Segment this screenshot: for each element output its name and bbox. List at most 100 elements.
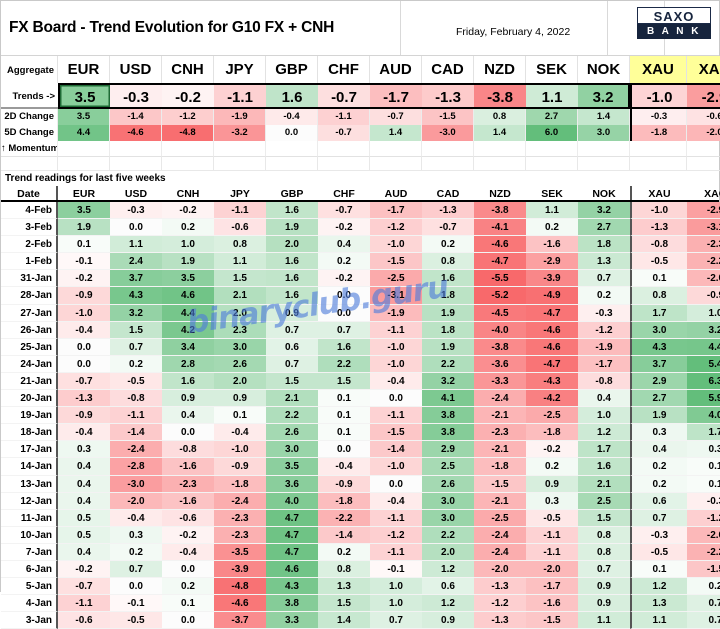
trend-cell: 0.2 [630,475,687,493]
trend-cell: 3.8 [422,424,474,442]
aggregate-cell: 2.7 [526,109,578,125]
trend-cell: 1.3 [630,595,687,613]
as-of-date: Friday, February 4, 2022 [456,26,571,38]
trend-cell: 0.6 [422,578,474,596]
trend-cell: 0.1 [630,560,687,579]
trend-cell: 3.7 [110,270,162,288]
row-date: 28-Jan [1,287,58,305]
trend-cell: 3.0 [422,492,474,510]
trend-cell: -1.3 [474,612,526,629]
trend-cell: -1.6 [162,458,214,476]
row-date: 19-Jan [1,407,58,425]
aggregate-cell: -1.9 [214,109,266,125]
trend-cell: 3.5 [266,458,318,476]
trend-cell: 0.2 [318,543,370,561]
trend-cell: 0.4 [58,543,110,561]
trend-cell: -0.5 [630,253,687,271]
trend-cell: 0.0 [370,390,422,408]
trend-cell: 1.6 [266,202,318,220]
trend-cell: -0.4 [162,543,214,561]
trend-cell: 0.2 [422,236,474,254]
trend-cell: -0.6 [162,509,214,527]
trend-cell: -1.0 [370,355,422,373]
trend-cell: 1.6 [318,338,370,356]
trend-cell: 1.9 [630,407,687,425]
trend-cell: 2.0 [266,236,318,254]
aggregate-cell: -0.7 [370,109,422,125]
momentum-cell [370,141,422,157]
row-date: 20-Jan [1,390,58,408]
trend-cell: -0.4 [214,424,266,442]
trend-cell: 0.4 [630,441,687,459]
trend-cell: -0.4 [58,424,110,442]
trend-cell: -1.6 [526,595,578,613]
trend-cell: -5.2 [474,287,526,305]
trend-cell: -1.0 [370,458,422,476]
table-row: 18-Jan -0.4 -1.4 0.0 -0.4 2.6 0.1 -1.5 3.8 -2.3 -1… [1,424,720,442]
trend-cell: 0.7 [266,355,318,373]
momentum-label: ↑ Momentum [1,141,58,157]
trend-cell: 0.1 [214,407,266,425]
trend-cell: 1.9 [162,253,214,271]
table-row: 31-Jan -0.2 3.7 3.5 1.5 1.6 -0.2 -2.5 1.6 -5.5 -3.… [1,270,720,288]
trend-cell: 0.2 [687,578,720,596]
momentum-cell [318,141,370,157]
trend-col-header-nok: NOK [592,188,616,200]
trend-cell: -2.4 [474,543,526,561]
trend-cell: 1.6 [266,270,318,288]
row-date: 6-Jan [1,560,58,579]
trend-cell: 0.8 [318,560,370,579]
trend-cell: 4.4 [687,338,720,356]
row-date: 21-Jan [1,372,58,391]
trend-cell: 1.1 [526,202,578,220]
aggregate-cell: -1.1 [214,83,266,109]
trend-cell: 5.9 [687,390,720,408]
trend-cell: -1.7 [578,355,630,373]
trend-cell: 3.2 [110,304,162,322]
trend-cell: 3.5 [162,270,214,288]
trend-cell: 3.4 [162,338,214,356]
trend-cell: 0.1 [318,390,370,408]
trend-cell: -0.7 [58,372,110,391]
trend-cell: -0.5 [110,612,162,629]
trend-cell: -0.6 [58,612,110,629]
trend-cell: 1.6 [162,372,214,391]
aggregate-cell: 3.2 [578,83,630,109]
trend-cell: 0.8 [630,287,687,305]
trend-cell: -2.3 [214,526,266,544]
trend-cell: -0.6 [214,219,266,237]
trend-cell: -0.7 [318,202,370,220]
aggregate-cell: -0.7 [318,125,370,141]
trend-cell: 1.5 [110,321,162,339]
trend-cell: -4.3 [526,372,578,391]
aggregate-col-header-cnh: CNH [162,56,214,83]
trend-cell: -1.8 [318,492,370,510]
trend-cell: -2.1 [474,441,526,459]
trend-cell: 2.9 [630,372,687,391]
trend-cell: 0.2 [110,543,162,561]
row-date: 17-Jan [1,441,58,459]
trend-cell: 0.1 [162,595,214,613]
trend-cell: 0.7 [110,560,162,579]
table-row: 27-Jan -1.0 3.2 4.4 2.0 0.9 0.0 -1.9 1.9 -4.5 -4.7… [1,304,720,322]
spacer-cell [266,157,318,171]
table-row: 21-Jan -0.7 -0.5 1.6 2.0 1.5 1.5 -0.4 3.2 -3.3 -4.… [1,372,720,391]
trend-cell: 0.2 [162,219,214,237]
trend-cell: -0.3 [630,526,687,544]
aggregate-cell: -4.8 [162,125,214,141]
trend-cell: 3.0 [630,321,687,339]
trend-cell: -0.2 [318,270,370,288]
trend-cell: -1.1 [370,407,422,425]
trend-cell: 3.8 [266,595,318,613]
spacer-row [1,157,720,171]
trend-cell: -5.5 [474,270,526,288]
trend-cell: -1.0 [370,338,422,356]
trend-cell: 3.6 [266,475,318,493]
trend-cell: -3.8 [474,202,526,220]
trend-cell: -2.3 [162,475,214,493]
aggregate-col-header-usd: USD [110,56,162,83]
aggregate-cell: -3.0 [422,125,474,141]
trend-col-header-aud: AUD [384,188,408,200]
trend-cell: -2.5 [370,270,422,288]
trend-cell: 0.2 [526,458,578,476]
